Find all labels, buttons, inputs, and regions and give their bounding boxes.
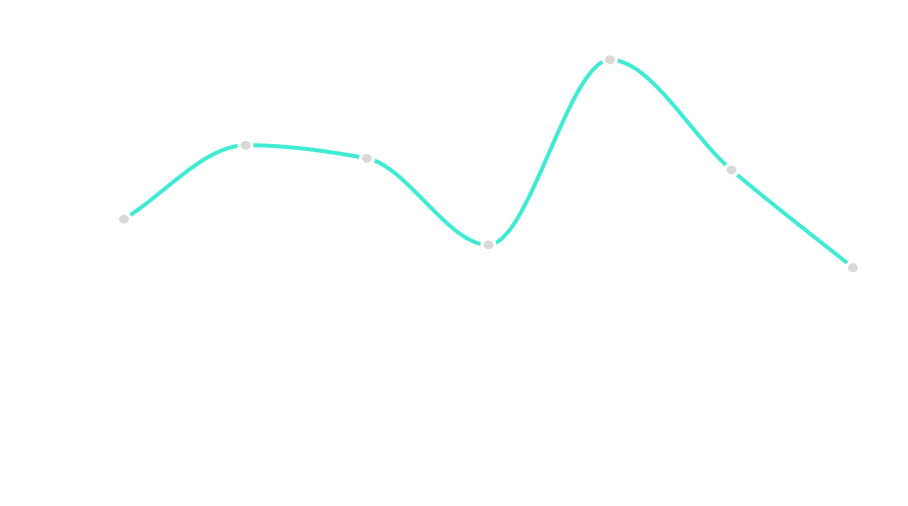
- data-point-6[interactable]: [723, 162, 740, 178]
- series-line: [122, 57, 855, 270]
- data-point-5[interactable]: [602, 52, 618, 68]
- data-point-3[interactable]: [359, 150, 375, 166]
- data-point-7[interactable]: [845, 260, 861, 276]
- data-point-4[interactable]: [480, 237, 497, 253]
- marker-group: [116, 52, 861, 276]
- data-point-1[interactable]: [116, 211, 132, 227]
- series-group: [122, 57, 855, 270]
- data-point-2[interactable]: [237, 137, 254, 153]
